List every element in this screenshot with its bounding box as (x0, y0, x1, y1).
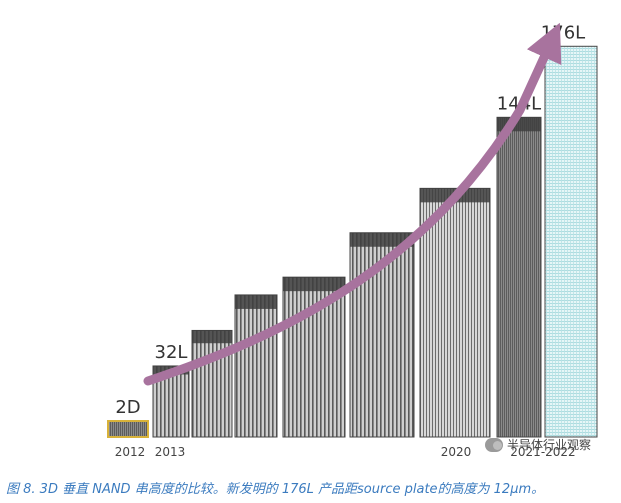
bar-144l (496, 116, 542, 438)
bar-48l (191, 329, 233, 438)
watermark: 半导体行业观察 (485, 436, 591, 453)
figure-caption: 图 8. 3D 垂直 NAND 串高度的比较。新发明的 176L 产品距sour… (6, 482, 545, 497)
bar-label-2D: 2D (115, 397, 140, 418)
x-tick-label: 2020 (441, 445, 472, 459)
bar-64l (234, 294, 278, 438)
bar-label-32L: 32L (155, 342, 188, 363)
bar-176l (544, 45, 598, 438)
x-tick-label: 2012 (115, 445, 146, 459)
bar-2l (107, 420, 149, 438)
x-tick-label: 2013 (155, 445, 186, 459)
bar-112l (419, 187, 491, 438)
x-tick-label: 2021-2022 (510, 445, 575, 459)
wechat-logo-icon (485, 437, 503, 452)
watermark-text: 半导体行业观察 (507, 438, 592, 452)
bar-72l (282, 276, 346, 438)
trend-arrow (143, 22, 562, 386)
